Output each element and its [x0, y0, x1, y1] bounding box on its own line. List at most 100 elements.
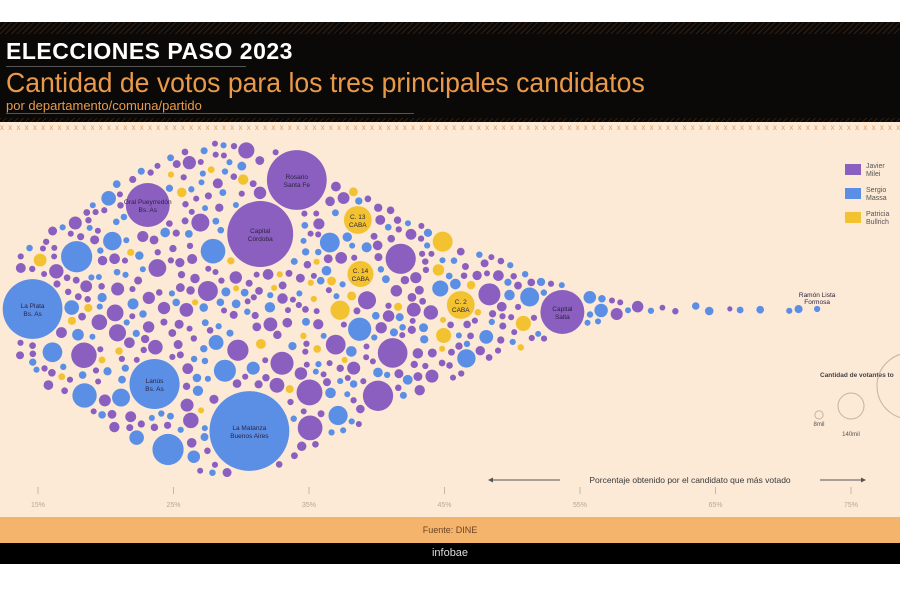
legend-label-bullrich: Patricia [866, 211, 889, 218]
bubble [39, 245, 46, 252]
bubble [262, 269, 274, 280]
bubble [112, 180, 121, 188]
bubble-label-name: La Plata [21, 303, 45, 310]
bubble [188, 208, 195, 215]
bubble [377, 338, 408, 368]
bubble [201, 357, 209, 365]
bubble [310, 295, 317, 303]
bubble [212, 217, 220, 225]
bubble [216, 298, 225, 307]
bubble [190, 335, 197, 342]
bubble [255, 156, 265, 165]
bubble [312, 440, 319, 448]
bubble [377, 266, 385, 273]
bubble [206, 327, 214, 334]
bubble [384, 223, 392, 231]
bubble [97, 247, 104, 254]
bubble [511, 329, 518, 336]
brand-logo: infobae [431, 547, 469, 559]
bubble [112, 218, 120, 226]
bubble [190, 355, 198, 363]
bubble [340, 321, 347, 328]
bubble [273, 330, 282, 340]
bubble [419, 250, 426, 257]
bubble [456, 247, 465, 256]
bubble [140, 346, 147, 354]
bubble [450, 257, 458, 264]
bubble [475, 345, 485, 356]
bubble [230, 173, 238, 180]
bubble [204, 447, 211, 455]
bubble [432, 264, 445, 276]
bubble [140, 334, 150, 344]
bubble [244, 308, 251, 315]
bubble [264, 302, 276, 313]
bubble-label-region: CABA [452, 307, 470, 314]
bubble [303, 340, 310, 347]
bubble [275, 461, 283, 468]
bubble [625, 307, 632, 314]
bubble-label-name: La Matanza [232, 425, 266, 432]
bubble [385, 302, 392, 309]
bubble [440, 316, 447, 323]
bubble [220, 152, 227, 159]
bubble-label-region: Bs. As [23, 311, 42, 318]
bubble [155, 289, 163, 296]
bubble [181, 148, 189, 156]
bubble [517, 344, 524, 351]
bubble [263, 317, 278, 332]
bubble [410, 272, 422, 284]
bubble [186, 242, 194, 250]
bubble [375, 322, 387, 334]
bubble [246, 361, 260, 375]
bubble [497, 336, 505, 344]
bubble [295, 301, 302, 309]
bubble [177, 187, 187, 198]
bubble [794, 305, 803, 314]
bubble [180, 398, 194, 412]
bubble [439, 345, 446, 352]
bubble [142, 291, 155, 304]
bubble [385, 243, 416, 274]
chart-area: La Plata Bs. As Gral Pueyrredón Bs. As Lanús… [0, 134, 900, 517]
bubble [316, 276, 325, 285]
bubble [186, 286, 195, 295]
bubble [33, 253, 47, 267]
bubble [424, 242, 431, 249]
bubble [328, 429, 335, 436]
bubble [252, 322, 262, 332]
bubble [494, 347, 502, 354]
bubble [78, 371, 87, 379]
bubble [402, 374, 413, 385]
bubble [255, 287, 263, 295]
bubble-label-region: Córdoba [248, 236, 273, 243]
bubble [207, 166, 215, 174]
bubble [355, 197, 363, 205]
bubble [211, 461, 219, 468]
bubble [212, 269, 219, 276]
bubble [317, 410, 325, 418]
bubble [417, 235, 425, 242]
bubble [187, 254, 198, 265]
bubble [363, 343, 370, 350]
bubble [197, 280, 218, 301]
bubble [107, 409, 117, 419]
bubble [463, 320, 471, 329]
bubble [96, 303, 103, 310]
bubble [95, 378, 102, 385]
bubble [399, 391, 407, 399]
bubble [129, 286, 136, 293]
bubble [374, 253, 383, 262]
bubble [474, 309, 482, 316]
bubble [356, 404, 365, 414]
bubble [476, 251, 483, 258]
bubble [520, 287, 540, 307]
bubble [446, 362, 453, 369]
bubble [515, 315, 531, 331]
bubble [64, 288, 72, 296]
bubble [184, 230, 193, 238]
bubble [341, 356, 348, 364]
bubble [325, 287, 332, 294]
bubble [371, 311, 380, 320]
bubble [49, 264, 64, 279]
